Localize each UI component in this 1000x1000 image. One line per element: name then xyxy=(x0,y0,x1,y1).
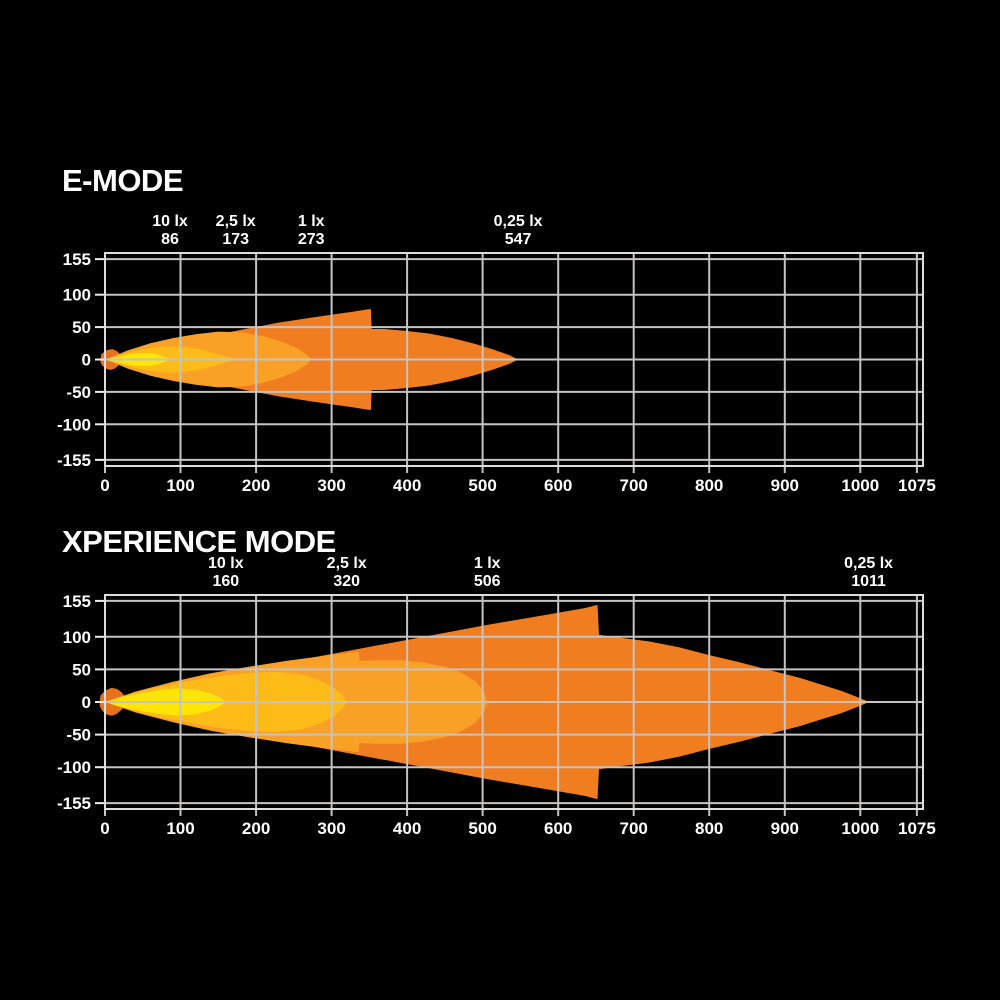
x-axis-label: 1000 xyxy=(841,819,879,838)
x-axis-label: 400 xyxy=(393,819,421,838)
x-axis-label: 500 xyxy=(468,476,496,495)
annotation-distance-label: 273 xyxy=(298,231,325,248)
annotation-lux-label: 2,5 lx xyxy=(327,555,367,572)
y-axis-label: 155 xyxy=(63,250,91,269)
x-axis-label: 100 xyxy=(166,476,194,495)
annotation-distance-label: 506 xyxy=(474,573,501,590)
x-axis-label: 800 xyxy=(695,819,723,838)
plot-frame xyxy=(104,252,924,467)
y-axis-label: 50 xyxy=(72,318,91,337)
y-axis-label: 100 xyxy=(63,628,91,647)
annotation-lux-label: 1 lx xyxy=(298,213,325,230)
annotation-distance-label: 86 xyxy=(161,231,179,248)
chart-title-e-mode: E-MODE xyxy=(62,163,184,198)
x-axis-label: 1075 xyxy=(898,819,936,838)
chart-title-xperience-mode: XPERIENCE MODE xyxy=(62,524,336,559)
x-axis-label: 200 xyxy=(242,476,270,495)
plot-frame xyxy=(104,594,924,810)
x-axis-label: 0 xyxy=(100,819,109,838)
y-axis-label: -100 xyxy=(57,758,91,777)
annotation-lux-label: 0,25 lx xyxy=(844,555,893,572)
annotation-lux-label: 10 lx xyxy=(208,555,244,572)
y-axis-label: -50 xyxy=(66,726,91,745)
x-axis-label: 800 xyxy=(695,476,723,495)
x-axis-label: 1075 xyxy=(898,476,936,495)
y-axis-label: -100 xyxy=(57,415,91,434)
annotation-distance-label: 547 xyxy=(505,231,532,248)
x-axis-label: 200 xyxy=(242,819,270,838)
annotation-distance-label: 160 xyxy=(212,573,239,590)
x-axis-label: 1000 xyxy=(841,476,879,495)
annotation-distance-label: 1011 xyxy=(851,573,886,590)
x-axis-label: 300 xyxy=(317,819,345,838)
x-axis-label: 700 xyxy=(620,819,648,838)
x-axis-label: 0 xyxy=(100,476,109,495)
annotation-distance-label: 320 xyxy=(333,573,360,590)
y-axis-label: 0 xyxy=(82,693,91,712)
x-axis-label: 100 xyxy=(166,819,194,838)
y-axis-label: 50 xyxy=(72,660,91,679)
x-axis-label: 900 xyxy=(771,819,799,838)
x-axis-label: 900 xyxy=(771,476,799,495)
y-axis-label: 0 xyxy=(82,351,91,370)
x-axis-label: 600 xyxy=(544,819,572,838)
x-axis-label: 700 xyxy=(620,476,648,495)
x-axis-label: 500 xyxy=(468,819,496,838)
annotation-lux-label: 10 lx xyxy=(152,213,188,230)
annotation-distance-label: 173 xyxy=(222,231,249,248)
annotation-lux-label: 2,5 lx xyxy=(216,213,256,230)
y-axis-label: 100 xyxy=(63,286,91,305)
y-axis-label: -155 xyxy=(57,794,91,813)
y-axis-label: -50 xyxy=(66,383,91,402)
x-axis-label: 600 xyxy=(544,476,572,495)
annotation-lux-label: 0,25 lx xyxy=(494,213,543,230)
y-axis-label: -155 xyxy=(57,451,91,470)
annotation-lux-label: 1 lx xyxy=(474,555,501,572)
x-axis-label: 400 xyxy=(393,476,421,495)
y-axis-label: 155 xyxy=(63,592,91,611)
x-axis-label: 300 xyxy=(317,476,345,495)
